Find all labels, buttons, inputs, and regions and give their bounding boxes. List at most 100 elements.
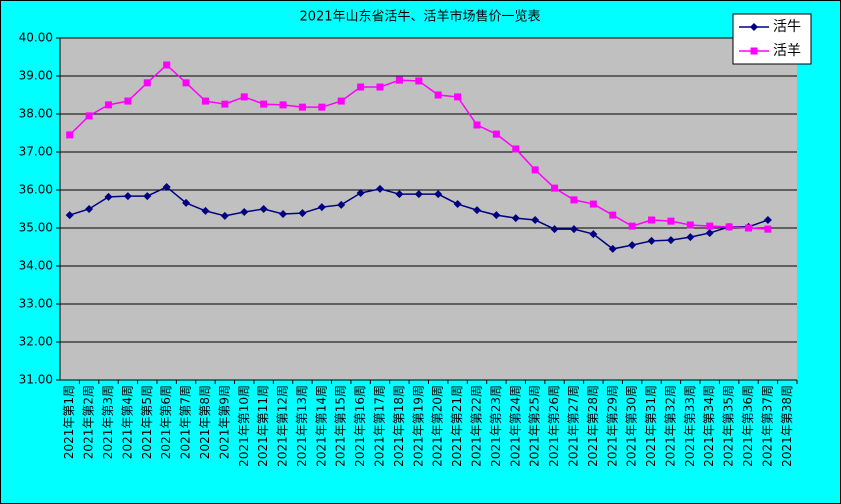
legend-label: 活牛 <box>773 19 801 35</box>
data-point <box>434 190 443 199</box>
x-tick-label: 2021年第26周 <box>547 385 561 467</box>
data-point <box>395 76 403 84</box>
x-tick-label: 2021年第9周 <box>217 385 231 459</box>
data-point <box>725 223 733 231</box>
data-point <box>492 211 501 220</box>
x-tick-label: 2021年第36周 <box>741 385 755 467</box>
x-tick-label: 2021年第16周 <box>353 385 367 467</box>
data-point <box>454 93 462 101</box>
x-tick-label: 2021年第19周 <box>411 385 425 467</box>
x-tick-label: 2021年第17周 <box>373 385 387 467</box>
x-tick-label: 2021年第5周 <box>140 385 154 459</box>
data-point <box>357 83 365 91</box>
data-point <box>531 166 539 174</box>
data-point <box>123 192 132 201</box>
data-point <box>473 121 481 129</box>
data-point <box>66 131 74 139</box>
data-point <box>609 211 617 219</box>
data-point <box>434 91 442 99</box>
x-tick-label: 2021年第25周 <box>528 385 542 467</box>
data-point <box>201 206 210 215</box>
x-tick-label: 2021年第11周 <box>256 385 270 467</box>
data-point <box>763 216 772 225</box>
legend-marker <box>750 47 758 55</box>
data-point <box>356 189 365 198</box>
x-tick-label: 2021年第1周 <box>62 385 76 459</box>
data-point <box>608 244 617 253</box>
data-point <box>551 184 559 192</box>
data-point <box>143 79 151 87</box>
data-point <box>550 225 559 234</box>
x-tick-label: 2021年第33周 <box>683 385 697 467</box>
x-tick-label: 2021年第37周 <box>760 385 774 467</box>
data-point <box>279 101 287 109</box>
data-point <box>337 200 346 209</box>
y-tick-label: 36.00 <box>19 183 53 197</box>
data-point <box>628 222 636 230</box>
data-point <box>104 101 112 109</box>
x-tick-label: 2021年第20周 <box>431 385 445 467</box>
legend-box <box>732 13 812 65</box>
data-point <box>395 190 404 199</box>
x-tick-label: 2021年第10周 <box>237 385 251 467</box>
data-point <box>162 182 171 191</box>
data-point <box>220 211 229 220</box>
data-point <box>85 205 94 213</box>
data-point <box>589 230 598 239</box>
data-point <box>260 100 268 108</box>
x-tick-label: 2021年第32周 <box>663 385 677 467</box>
plot-area <box>60 38 797 380</box>
data-point <box>317 203 326 212</box>
x-tick-label: 2021年第18周 <box>392 385 406 467</box>
data-point <box>259 205 268 213</box>
data-point <box>143 192 152 201</box>
data-point <box>298 209 307 218</box>
data-point <box>628 241 637 250</box>
x-tick-label: 2021年第8周 <box>198 385 212 459</box>
x-tick-label: 2021年第2周 <box>82 385 96 459</box>
y-tick-label: 31.00 <box>19 373 53 387</box>
y-tick-label: 39.00 <box>19 69 53 83</box>
x-tick-label: 2021年第14周 <box>314 385 328 467</box>
data-point <box>647 236 656 245</box>
data-point <box>666 236 675 245</box>
y-tick-label: 34.00 <box>19 259 53 273</box>
data-point <box>376 184 385 193</box>
data-point <box>124 97 132 105</box>
y-tick-label: 35.00 <box>19 221 53 235</box>
x-tick-label: 2021年第13周 <box>295 385 309 467</box>
data-point <box>298 103 306 111</box>
x-tick-label: 2021年第7周 <box>179 385 193 459</box>
x-tick-label: 2021年第12周 <box>276 385 290 467</box>
data-point <box>705 228 714 237</box>
y-tick-label: 38.00 <box>19 107 53 121</box>
x-tick-label: 2021年第6周 <box>159 385 173 459</box>
x-tick-label: 2021年第21周 <box>450 385 464 467</box>
data-point <box>569 225 578 234</box>
y-tick-label: 40.00 <box>19 31 53 45</box>
data-point <box>376 83 384 91</box>
data-point <box>472 206 481 215</box>
x-tick-label: 2021年第24周 <box>508 385 522 467</box>
data-point <box>531 216 540 225</box>
x-tick-label: 2021年第38周 <box>780 385 794 467</box>
x-tick-label: 2021年第27周 <box>566 385 580 467</box>
y-tick-label: 37.00 <box>19 145 53 159</box>
legend-label: 活羊 <box>773 43 801 59</box>
legend-marker <box>750 23 758 31</box>
data-point <box>667 217 675 225</box>
x-tick-label: 2021年第30周 <box>625 385 639 467</box>
x-tick-label: 2021年第31周 <box>644 385 658 467</box>
data-point <box>511 214 520 223</box>
data-point <box>648 216 656 224</box>
data-point <box>65 211 74 220</box>
data-point <box>279 209 288 218</box>
data-point <box>686 233 695 242</box>
x-tick-label: 2021年第22周 <box>469 385 483 467</box>
data-point <box>512 145 520 153</box>
data-point <box>686 221 694 229</box>
data-point <box>201 97 209 105</box>
data-point <box>745 224 753 232</box>
data-point <box>163 61 171 69</box>
